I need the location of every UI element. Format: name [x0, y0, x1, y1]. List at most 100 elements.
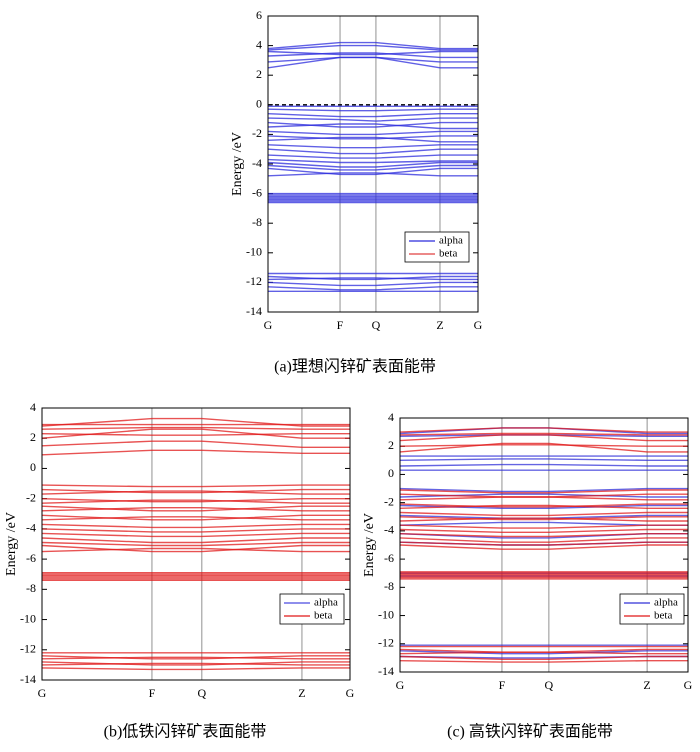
- band: [42, 523, 350, 529]
- band: [400, 528, 688, 533]
- band: [42, 484, 350, 488]
- band: [42, 428, 350, 439]
- legend-label: beta: [654, 610, 672, 622]
- band: [42, 532, 350, 538]
- band: [42, 528, 350, 533]
- y-tick-label: -12: [246, 274, 262, 288]
- band: [400, 458, 688, 461]
- legend-label: alpha: [314, 597, 338, 609]
- y-axis-label: Energy /eV: [230, 132, 245, 196]
- band: [268, 44, 478, 51]
- y-tick-label: -10: [20, 611, 36, 625]
- x-tick-label: Q: [545, 678, 554, 692]
- y-tick-label: 2: [30, 430, 36, 444]
- band: [42, 656, 350, 660]
- y-tick-label: -2: [26, 490, 36, 504]
- x-tick-label: G: [264, 318, 273, 332]
- band: [400, 463, 688, 467]
- y-tick-label: -2: [252, 126, 262, 140]
- band: [42, 490, 350, 495]
- plot-frame: [267, 15, 479, 313]
- y-tick-label: -2: [384, 494, 394, 508]
- caption: (a)理想闪锌矿表面能带: [274, 358, 436, 376]
- band: [400, 444, 688, 447]
- x-tick-label: Z: [643, 678, 650, 692]
- band: [268, 167, 478, 176]
- band: [400, 524, 688, 529]
- y-tick-label: -14: [378, 664, 394, 678]
- legend-label: alpha: [439, 235, 463, 247]
- y-tick-label: 0: [388, 466, 394, 480]
- bands: [268, 41, 478, 292]
- band: [400, 427, 688, 433]
- y-tick-label: 4: [30, 400, 36, 414]
- legend-box: [404, 231, 470, 263]
- x-tick-label: G: [474, 318, 483, 332]
- band: [400, 504, 688, 509]
- band: [268, 144, 478, 149]
- band: [42, 547, 350, 553]
- band: [268, 148, 478, 155]
- y-axis-label: Energy /eV: [4, 512, 19, 576]
- y-tick-label: 0: [256, 97, 262, 111]
- band: [42, 516, 350, 521]
- band: [400, 651, 688, 655]
- y-tick-label: -4: [26, 521, 36, 535]
- y-tick-label: -12: [20, 642, 36, 656]
- band: [400, 489, 688, 494]
- band: [42, 507, 350, 512]
- y-tick-label: -6: [384, 551, 394, 565]
- x-tick-label: F: [149, 686, 156, 700]
- band: [42, 433, 350, 436]
- band: [400, 496, 688, 501]
- y-tick-label: -6: [26, 551, 36, 565]
- band: [268, 117, 478, 122]
- legend-label: beta: [439, 248, 457, 260]
- band: [268, 164, 478, 171]
- band: [268, 123, 478, 130]
- x-tick-label: G: [346, 686, 355, 700]
- band: [268, 56, 478, 69]
- band: [268, 172, 478, 177]
- x-tick-label: F: [337, 318, 344, 332]
- y-tick-label: -12: [378, 636, 394, 650]
- y-tick-label: -8: [384, 579, 394, 593]
- legend-box: [619, 593, 685, 625]
- y-tick-label: -10: [378, 607, 394, 621]
- band: [268, 277, 478, 281]
- bands: [42, 417, 350, 671]
- x-tick-label: Q: [198, 686, 207, 700]
- caption: (c) 高铁闪锌矿表面能带: [447, 723, 613, 741]
- plot-frame: [41, 407, 351, 681]
- band: [268, 136, 478, 143]
- y-tick-label: -10: [246, 245, 262, 259]
- x-tick-label: G: [684, 678, 693, 692]
- plot-frame: [399, 417, 689, 673]
- x-tick-label: G: [38, 686, 47, 700]
- band: [400, 537, 688, 543]
- x-tick-label: F: [499, 678, 506, 692]
- y-tick-label: -14: [246, 304, 262, 318]
- band: [268, 113, 478, 118]
- band: [268, 130, 478, 136]
- band: [268, 281, 478, 287]
- band: [42, 537, 350, 544]
- band: [400, 504, 688, 509]
- band: [400, 541, 688, 546]
- band: [268, 154, 478, 159]
- band: [42, 440, 350, 448]
- legend-box: [279, 593, 345, 625]
- band: [42, 667, 350, 671]
- x-tick-label: Z: [436, 318, 443, 332]
- legend-label: beta: [314, 610, 332, 622]
- band: [400, 660, 688, 663]
- band: [400, 434, 688, 442]
- band: [400, 442, 688, 453]
- band: [42, 499, 350, 504]
- caption: (b)低铁闪锌矿表面能带: [104, 723, 267, 741]
